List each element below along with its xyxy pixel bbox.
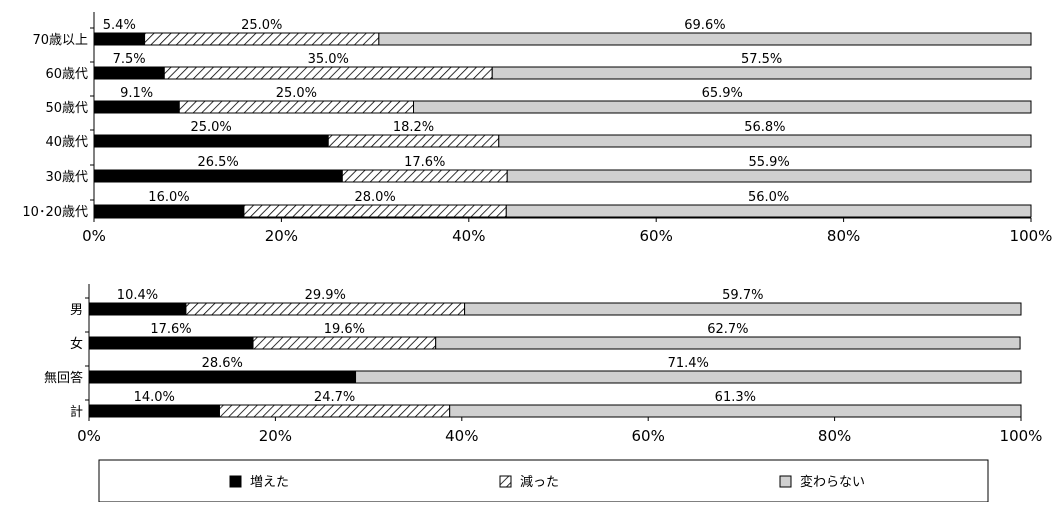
bar-segment-decreased [243, 204, 507, 218]
data-label-increased: 9.1% [120, 86, 153, 101]
data-label-decreased: 28.0% [354, 190, 395, 205]
data-label-decreased: 17.6% [404, 155, 445, 170]
lower-x-tick-label: 80% [818, 427, 851, 445]
data-label-decreased: 18.2% [393, 120, 434, 135]
data-label-decreased: 35.0% [308, 52, 349, 67]
lower-chart-panel: 0% 20% 40% 60% 80% 100% 男 10.4% 29.9% 59.7% 女 17.6%… [44, 284, 1042, 445]
upper-category-label: 70歳以上 [32, 33, 88, 48]
data-label-decreased: 25.0% [241, 18, 282, 33]
lower-x-tick-label: 100% [1000, 427, 1043, 445]
upper-category-label: 60歳代 [45, 67, 88, 82]
bar-segment-decreased [218, 404, 451, 418]
upper-x-tick-label: 20% [265, 227, 298, 245]
lower-x-tick-label: 40% [445, 427, 478, 445]
upper-x-tick-label: 0% [82, 227, 106, 245]
data-label-unchanged: 57.5% [741, 52, 782, 67]
data-label-decreased: 25.0% [276, 86, 317, 101]
bar-segment-unchanged [449, 404, 1022, 418]
data-label-increased: 17.6% [150, 322, 191, 337]
bar-segment-decreased [163, 66, 493, 80]
bar-segment-increased [88, 336, 254, 350]
legend-label-unchanged: 変わらない [800, 474, 865, 490]
lower-category-label: 無回答 [44, 370, 83, 386]
bar-segment-increased [93, 100, 180, 114]
chart-legend: 増えた 減った 変わらない [98, 459, 989, 503]
bar-segment-decreased [252, 336, 437, 350]
lower-category-label: 男 [70, 303, 83, 318]
data-label-increased: 25.0% [190, 120, 231, 135]
legend-swatch-decreased [499, 475, 512, 488]
bar-segment-unchanged [498, 134, 1032, 148]
upper-category-label: 30歳代 [45, 170, 88, 185]
bar-segment-unchanged [464, 302, 1022, 316]
upper-category-label: 10･20歳代 [22, 205, 88, 220]
bar-segment-increased [88, 302, 187, 316]
data-label-increased: 14.0% [134, 390, 175, 405]
bar-segment-unchanged [413, 100, 1032, 114]
legend-label-increased: 増えた [250, 475, 289, 490]
data-label-unchanged: 69.6% [684, 18, 725, 33]
bar-segment-unchanged [491, 66, 1032, 80]
bar-segment-unchanged [435, 336, 1021, 350]
data-label-decreased: 29.9% [305, 288, 346, 303]
data-label-increased: 16.0% [148, 190, 189, 205]
bar-segment-increased [88, 404, 220, 418]
upper-x-tick-label: 100% [1010, 227, 1053, 245]
data-label-increased: 28.6% [202, 356, 243, 371]
data-label-unchanged: 65.9% [702, 86, 743, 101]
data-label-unchanged: 62.7% [707, 322, 748, 337]
legend-swatch-increased [229, 475, 242, 488]
data-label-unchanged: 71.4% [668, 356, 709, 371]
data-label-unchanged: 59.7% [722, 288, 763, 303]
upper-chart-panel: 0% 20% 40% 60% 80% 100% 70歳以上 5.4% 25.0% 69.6% 60歳… [22, 12, 1052, 245]
bar-segment-increased [93, 169, 343, 183]
data-label-increased: 26.5% [197, 155, 238, 170]
legend-swatch-unchanged [779, 475, 792, 488]
data-label-increased: 7.5% [113, 52, 146, 67]
data-label-unchanged: 56.0% [748, 190, 789, 205]
data-label-unchanged: 61.3% [715, 390, 756, 405]
upper-category-label: 50歳代 [45, 101, 88, 116]
upper-x-tick-label: 80% [827, 227, 860, 245]
data-label-unchanged: 56.8% [744, 120, 785, 135]
lower-x-tick-label: 0% [77, 427, 101, 445]
data-label-increased: 5.4% [103, 18, 136, 33]
bar-segment-unchanged [378, 32, 1032, 46]
bar-segment-decreased [178, 100, 415, 114]
lower-category-label: 女 [70, 336, 83, 352]
legend-label-decreased: 減った [520, 474, 559, 490]
lower-x-tick-label: 60% [632, 427, 665, 445]
bar-segment-unchanged [355, 370, 1022, 384]
upper-x-tick-label: 40% [452, 227, 485, 245]
bar-segment-decreased [341, 169, 508, 183]
bar-segment-increased [93, 134, 329, 148]
bar-segment-unchanged [505, 204, 1032, 218]
data-label-decreased: 19.6% [324, 322, 365, 337]
lower-category-label: 計 [70, 404, 83, 420]
bar-segment-increased [88, 370, 357, 384]
bar-segment-increased [93, 32, 146, 46]
bar-segment-decreased [185, 302, 466, 316]
data-label-unchanged: 55.9% [748, 155, 789, 170]
upper-category-label: 40歳代 [45, 135, 88, 150]
bar-segment-increased [93, 66, 165, 80]
lower-x-tick-label: 20% [259, 427, 292, 445]
data-label-increased: 10.4% [117, 288, 158, 303]
bar-segment-unchanged [506, 169, 1032, 183]
bar-segment-decreased [144, 32, 380, 46]
data-label-decreased: 24.7% [314, 390, 355, 405]
bar-segment-increased [93, 204, 245, 218]
bar-segment-decreased [327, 134, 500, 148]
upper-x-tick-label: 60% [640, 227, 673, 245]
